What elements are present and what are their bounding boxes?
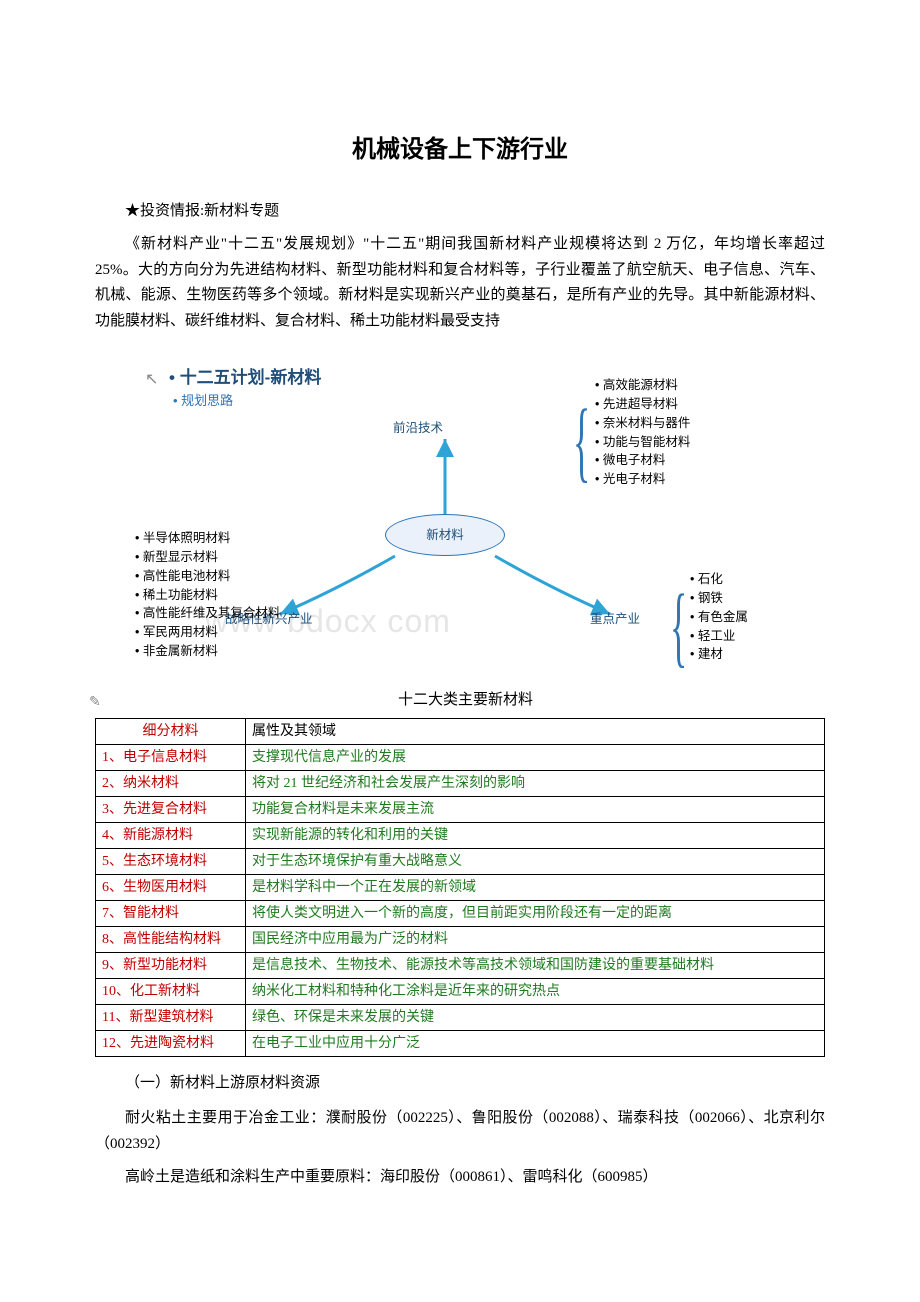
bullet-item: 光电子材料	[595, 470, 690, 489]
table-header-desc: 属性及其领域	[246, 718, 825, 744]
table-cell-desc: 在电子工业中应用十分广泛	[246, 1030, 825, 1056]
bullet-item: 高性能纤维及其复合材料	[135, 604, 280, 623]
brace-icon: {	[670, 604, 687, 649]
bullet-item: 高效能源材料	[595, 376, 690, 395]
table-cell-desc: 实现新能源的转化和利用的关键	[246, 822, 825, 848]
table-cell-name: 1、电子信息材料	[96, 744, 246, 770]
diagram-title-text: 十二五计划-新材料	[180, 368, 322, 387]
table-cell-name: 4、新能源材料	[96, 822, 246, 848]
materials-diagram: www bdocx com ↖ • 十二五计划-新材料 • 规划思路 新材料 前…	[135, 364, 775, 664]
diagram-top-bullets: 高效能源材料先进超导材料奈米材料与器件功能与智能材料微电子材料光电子材料	[595, 376, 690, 489]
table-cell-name: 2、纳米材料	[96, 770, 246, 796]
table-cell-name: 12、先进陶瓷材料	[96, 1030, 246, 1056]
table-row: 10、化工新材料纳米化工材料和特种化工涂料是近年来的研究热点	[96, 978, 825, 1004]
table-header-name: 细分材料	[96, 718, 246, 744]
table-cell-desc: 国民经济中应用最为广泛的材料	[246, 926, 825, 952]
bullet-item: 奈米材料与器件	[595, 414, 690, 433]
diagram-top-label: 前沿技术	[393, 418, 443, 439]
bullet-item: 稀土功能材料	[135, 586, 280, 605]
table-row: 3、先进复合材料功能复合材料是未来发展主流	[96, 796, 825, 822]
table-cell-desc: 将对 21 世纪经济和社会发展产生深刻的影响	[246, 770, 825, 796]
table-cell-desc: 功能复合材料是未来发展主流	[246, 796, 825, 822]
table-row: 4、新能源材料实现新能源的转化和利用的关键	[96, 822, 825, 848]
body-paragraph-1: 耐火粘土主要用于冶金工业：濮耐股份（002225）、鲁阳股份（002088）、瑞…	[95, 1106, 825, 1157]
table-cell-desc: 是信息技术、生物技术、能源技术等高技术领域和国防建设的重要基础材料	[246, 952, 825, 978]
section-heading: （一）新材料上游原材料资源	[95, 1071, 825, 1097]
bullet-item: 军民两用材料	[135, 623, 280, 642]
table-cell-name: 6、生物医用材料	[96, 874, 246, 900]
bullet-item: 石化	[690, 570, 748, 589]
table-row: 11、新型建筑材料绿色、环保是未来发展的关键	[96, 1004, 825, 1030]
diagram-subtitle: • 规划思路	[173, 390, 233, 412]
diagram-title: • 十二五计划-新材料	[169, 364, 321, 393]
table-cell-name: 10、化工新材料	[96, 978, 246, 1004]
table-cell-desc: 纳米化工材料和特种化工涂料是近年来的研究热点	[246, 978, 825, 1004]
bullet-item: 建材	[690, 645, 748, 664]
bullet-item: 半导体照明材料	[135, 529, 280, 548]
diagram-left-bullets: 半导体照明材料新型显示材料高性能电池材料稀土功能材料高性能纤维及其复合材料军民两…	[135, 529, 280, 660]
page-title: 机械设备上下游行业	[95, 130, 825, 171]
bullet-item: 高性能电池材料	[135, 567, 280, 586]
table-cell-name: 5、生态环境材料	[96, 848, 246, 874]
table-cell-desc: 将使人类文明进入一个新的高度，但目前距实用阶段还有一定的距离	[246, 900, 825, 926]
table-cell-desc: 对于生态环境保护有重大战略意义	[246, 848, 825, 874]
table-cell-name: 3、先进复合材料	[96, 796, 246, 822]
table-row: 2、纳米材料将对 21 世纪经济和社会发展产生深刻的影响	[96, 770, 825, 796]
materials-table: 细分材料 属性及其领域 1、电子信息材料支撑现代信息产业的发展2、纳米材料将对 …	[95, 718, 825, 1057]
diagram-center-node: 新材料	[385, 514, 505, 556]
table-row: 9、新型功能材料是信息技术、生物技术、能源技术等高技术领域和国防建设的重要基础材…	[96, 952, 825, 978]
bullet-item: 有色金属	[690, 608, 748, 627]
cursor-icon: ↖	[145, 366, 158, 393]
table-header-row: 细分材料 属性及其领域	[96, 718, 825, 744]
table-row: 8、高性能结构材料国民经济中应用最为广泛的材料	[96, 926, 825, 952]
diagram-right-label: 重点产业	[590, 609, 640, 630]
table-row: 5、生态环境材料对于生态环境保护有重大战略意义	[96, 848, 825, 874]
table-cell-name: 9、新型功能材料	[96, 952, 246, 978]
table-cell-name: 8、高性能结构材料	[96, 926, 246, 952]
table-row: 12、先进陶瓷材料在电子工业中应用十分广泛	[96, 1030, 825, 1056]
table-cell-name: 11、新型建筑材料	[96, 1004, 246, 1030]
table-row: 7、智能材料将使人类文明进入一个新的高度，但目前距实用阶段还有一定的距离	[96, 900, 825, 926]
bullet-item: 新型显示材料	[135, 548, 280, 567]
table-cell-desc: 绿色、环保是未来发展的关键	[246, 1004, 825, 1030]
table-row: 1、电子信息材料支撑现代信息产业的发展	[96, 744, 825, 770]
table-cell-desc: 支撑现代信息产业的发展	[246, 744, 825, 770]
bullet-item: 轻工业	[690, 627, 748, 646]
intro-label: ★投资情报:新材料专题	[95, 199, 825, 225]
bullet-item: 微电子材料	[595, 451, 690, 470]
diagram-right-bullets: 石化钢铁有色金属轻工业建材	[690, 570, 748, 664]
brace-icon: {	[573, 419, 590, 464]
table-cell-desc: 是材料学科中一个正在发展的新领域	[246, 874, 825, 900]
table-row: 6、生物医用材料是材料学科中一个正在发展的新领域	[96, 874, 825, 900]
diagram-subtitle-text: 规划思路	[181, 393, 233, 408]
bullet-item: 先进超导材料	[595, 395, 690, 414]
pencil-icon: ✎	[89, 695, 101, 710]
bullet-item: 钢铁	[690, 589, 748, 608]
body-paragraph-2: 高岭土是造纸和涂料生产中重要原料：海印股份（000861）、雷鸣科化（60098…	[95, 1165, 825, 1191]
bullet-item: 非金属新材料	[135, 642, 280, 661]
table-cell-name: 7、智能材料	[96, 900, 246, 926]
table-title: 十二大类主要新材料	[110, 688, 820, 714]
bullet-item: 功能与智能材料	[595, 433, 690, 452]
intro-body: 《新材料产业"十二五"发展规划》"十二五"期间我国新材料产业规模将达到 2 万亿…	[95, 232, 825, 334]
